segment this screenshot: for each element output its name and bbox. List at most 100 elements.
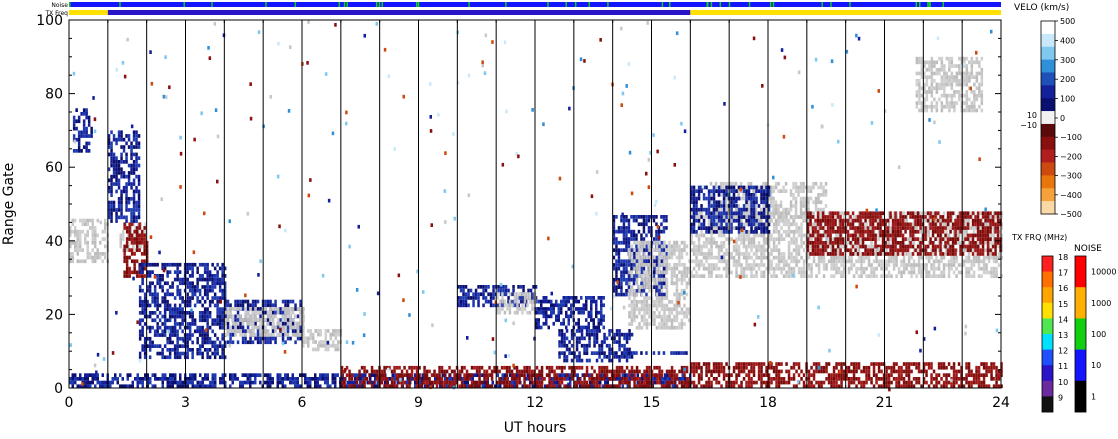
echo-cell (141, 288, 144, 293)
echo-cell (678, 248, 681, 252)
echo-cell (697, 215, 701, 219)
echo-cell (251, 307, 255, 311)
echo-cell (331, 373, 334, 377)
echo-cell (511, 380, 514, 385)
echo-cell (321, 377, 324, 381)
echo-cell (643, 277, 646, 282)
echo-cell (645, 303, 649, 308)
echo-cell (812, 373, 816, 377)
echo-cell (110, 163, 113, 168)
echo-cell (374, 384, 377, 389)
echo-cell (284, 299, 287, 304)
echo-cell (767, 252, 771, 256)
echo-cell (635, 307, 639, 312)
echo-cell (907, 380, 911, 385)
echo-cell (191, 377, 194, 381)
echo-cell (168, 270, 172, 274)
echo-cell (554, 380, 557, 385)
echo-cell (498, 377, 501, 381)
echo-cell (917, 377, 921, 381)
echo-cell (211, 329, 214, 334)
echo-cell (522, 296, 525, 300)
echo-cell (171, 281, 174, 286)
echo-cell (648, 274, 651, 278)
echo-cell (216, 344, 219, 348)
echo-cell (77, 141, 81, 146)
echo-cell (438, 377, 441, 381)
echo-cell (875, 362, 878, 366)
tx-freq-status-row (69, 10, 1001, 15)
echo-cell (161, 377, 164, 381)
echo-cell (380, 369, 384, 374)
echo-cell (144, 373, 147, 377)
echo-cell (132, 193, 136, 197)
echo-cell (990, 373, 993, 377)
echo-cell (299, 373, 302, 377)
echo-cell (752, 365, 756, 370)
echo-cell (264, 332, 267, 337)
echo-cell (120, 189, 123, 194)
echo-cell (673, 240, 676, 245)
echo-cell (782, 259, 786, 264)
echo-cell (668, 311, 671, 315)
echo-cell (246, 373, 249, 377)
echo-cell (138, 270, 142, 274)
echo-cell (119, 384, 122, 389)
echo-cell (722, 244, 726, 249)
echo-cell (681, 377, 684, 381)
echo-cell (625, 358, 629, 363)
echo-cell (135, 130, 138, 135)
echo-cell (745, 248, 748, 253)
echo-cell (289, 325, 292, 330)
echo-cell (120, 211, 123, 216)
echo-cell (440, 384, 444, 389)
echo-cell (134, 226, 137, 230)
echo-cell (617, 292, 621, 297)
echo-cell (575, 343, 579, 348)
echo-cell (658, 259, 661, 263)
echo-cell (166, 274, 169, 278)
echo-cell (143, 296, 147, 300)
echo-cell (740, 252, 743, 256)
echo-cell (652, 215, 656, 219)
echo-cell (563, 355, 566, 359)
echo-cell (301, 314, 305, 319)
echo-cell (635, 369, 639, 374)
echo-cell (141, 270, 144, 274)
echo-cell (755, 222, 758, 227)
echo-cell (957, 369, 961, 374)
echo-cell (89, 255, 92, 260)
echo-cell (168, 355, 172, 360)
echo-cell (127, 145, 131, 149)
echo-cell (905, 384, 908, 389)
echo-cell (128, 255, 131, 260)
echo-cell (775, 248, 778, 253)
echo-cell (995, 384, 998, 389)
echo-cell (857, 380, 861, 385)
echo-cell (598, 347, 601, 352)
echo-cell (135, 244, 139, 249)
echo-cell (675, 314, 679, 319)
echo-cell (717, 222, 721, 227)
echo-cell (241, 384, 244, 389)
echo-cell (462, 285, 465, 289)
echo-cell (168, 325, 172, 330)
echo-cell (645, 270, 649, 275)
echo-cell (110, 208, 113, 212)
echo-cell (555, 314, 558, 319)
echo-cell (75, 126, 78, 131)
echo-cell (605, 369, 609, 374)
echo-cell (652, 259, 656, 264)
echo-cell (120, 130, 123, 135)
echo-cell (251, 325, 255, 330)
echo-cell (107, 145, 111, 149)
echo-cell (747, 263, 751, 267)
echo-cell (585, 365, 589, 370)
echo-cell (178, 311, 182, 315)
echo-cell (612, 229, 616, 234)
echo-cell (291, 377, 294, 381)
echo-cell (697, 373, 701, 377)
echo-cell (139, 377, 142, 381)
echo-cell (827, 362, 831, 366)
echo-cell (137, 178, 141, 183)
